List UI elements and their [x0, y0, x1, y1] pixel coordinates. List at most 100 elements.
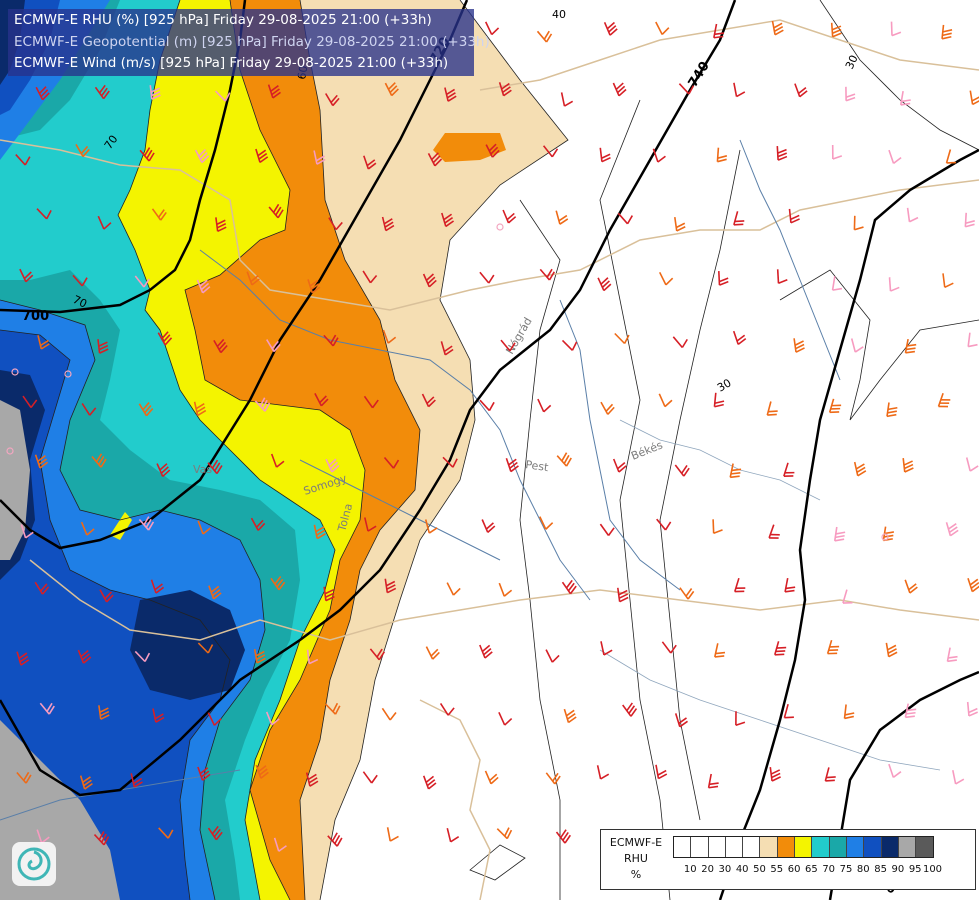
wind-barb: [479, 271, 495, 284]
wind-barb: [713, 392, 725, 408]
wind-barb: [766, 401, 778, 416]
wind-barb: [157, 331, 173, 346]
wind-barb: [937, 392, 951, 408]
wind-barb: [446, 828, 460, 843]
wind-barb: [208, 585, 222, 600]
geopotential-740-line: [0, 0, 737, 797]
wind-barb: [622, 702, 638, 717]
wind-barb: [952, 770, 965, 785]
wind-barb: [500, 339, 516, 352]
wind-barb: [207, 459, 223, 475]
legend-swatch: [795, 837, 813, 857]
wind-barb: [886, 402, 898, 418]
wind-barb: [904, 579, 918, 594]
wind-barb: [215, 217, 227, 233]
wind-barb: [386, 827, 399, 842]
wind-barb: [733, 211, 745, 226]
wind-barb: [479, 399, 495, 412]
wind-barb: [37, 335, 50, 350]
wind-barb: [824, 767, 836, 782]
wind-barb: [942, 273, 954, 289]
wind-barb: [91, 453, 107, 468]
wind-barb: [268, 203, 284, 219]
wind-barb: [267, 84, 281, 99]
wind-barb: [542, 145, 559, 158]
legend-tick-label: 65: [805, 864, 818, 875]
wind-barb: [369, 648, 385, 661]
wind-barb: [39, 702, 55, 715]
wind-barb: [97, 339, 109, 354]
rhu-band-85-90: [0, 0, 245, 700]
wind-barb: [34, 454, 49, 469]
wind-barb: [965, 457, 979, 472]
legend-tick-label: 75: [839, 864, 853, 875]
wind-barb: [655, 21, 670, 36]
wind-barbs: [15, 20, 979, 852]
legend-swatch: [760, 837, 778, 857]
wind-barb: [793, 338, 805, 353]
wind-barb: [599, 523, 615, 536]
wind-barb: [600, 401, 615, 415]
wind-barb: [22, 395, 38, 409]
wind-barb: [831, 144, 843, 160]
wind-barb: [363, 155, 377, 170]
wind-barb: [729, 463, 742, 479]
wind-barb: [151, 208, 167, 221]
wind-barb: [555, 210, 569, 225]
wind-barb: [93, 831, 110, 846]
legend-model: ECMWF-E: [609, 836, 663, 849]
wind-barb: [769, 766, 781, 782]
wind-barb: [498, 582, 513, 597]
wind-barb: [732, 330, 747, 345]
wind-barb: [941, 24, 953, 40]
wind-barb: [99, 589, 114, 603]
wind-barb: [255, 764, 269, 779]
place-label-vas: Vas: [193, 463, 212, 476]
wind-barb: [362, 771, 378, 784]
wind-barb: [79, 775, 93, 790]
wind-barb: [273, 837, 287, 852]
wind-barb: [496, 827, 513, 840]
wind-barb: [831, 276, 843, 291]
wind-barb: [325, 93, 340, 107]
wind-barb: [733, 82, 746, 98]
wind-barb: [72, 274, 88, 287]
wind-barb: [446, 582, 461, 596]
wind-barb: [596, 765, 610, 780]
legend-title: ECMWF-E RHU %: [601, 835, 671, 883]
wind-barb: [193, 401, 207, 417]
wind-barb: [427, 152, 443, 167]
wind-barb: [424, 519, 438, 534]
wind-barb: [134, 275, 150, 288]
wind-barb: [498, 711, 513, 726]
wind-barb: [77, 649, 92, 664]
wind-barb: [788, 208, 800, 224]
wind-barb: [561, 339, 578, 351]
wind-barb: [363, 395, 379, 409]
rhu-label: 70: [71, 293, 89, 311]
title-geopotential: ECMWF-E Geopotential (m) [925 hPa] Frida…: [14, 34, 490, 50]
wind-barb: [81, 402, 97, 416]
legend-tick-label: 70: [822, 864, 836, 875]
wind-barb: [207, 825, 223, 841]
wind-barb: [845, 86, 856, 102]
legend-swatch: [881, 837, 899, 857]
wind-barb: [75, 144, 90, 158]
wind-barb: [850, 338, 864, 353]
wind-barb: [266, 339, 281, 353]
wind-barb: [270, 575, 286, 591]
wind-barb: [784, 577, 796, 593]
wind-barb: [597, 277, 612, 292]
wind-barb: [250, 517, 266, 531]
wind-barb: [265, 711, 280, 726]
wind-barb: [655, 764, 668, 780]
wind-barb: [674, 464, 690, 477]
wind-barb: [539, 516, 554, 530]
wind-barb: [707, 773, 719, 789]
legend-variable: RHU: [624, 852, 648, 865]
wind-barb: [382, 329, 397, 344]
legend-swatches: [673, 836, 935, 858]
wind-barb: [19, 268, 34, 283]
